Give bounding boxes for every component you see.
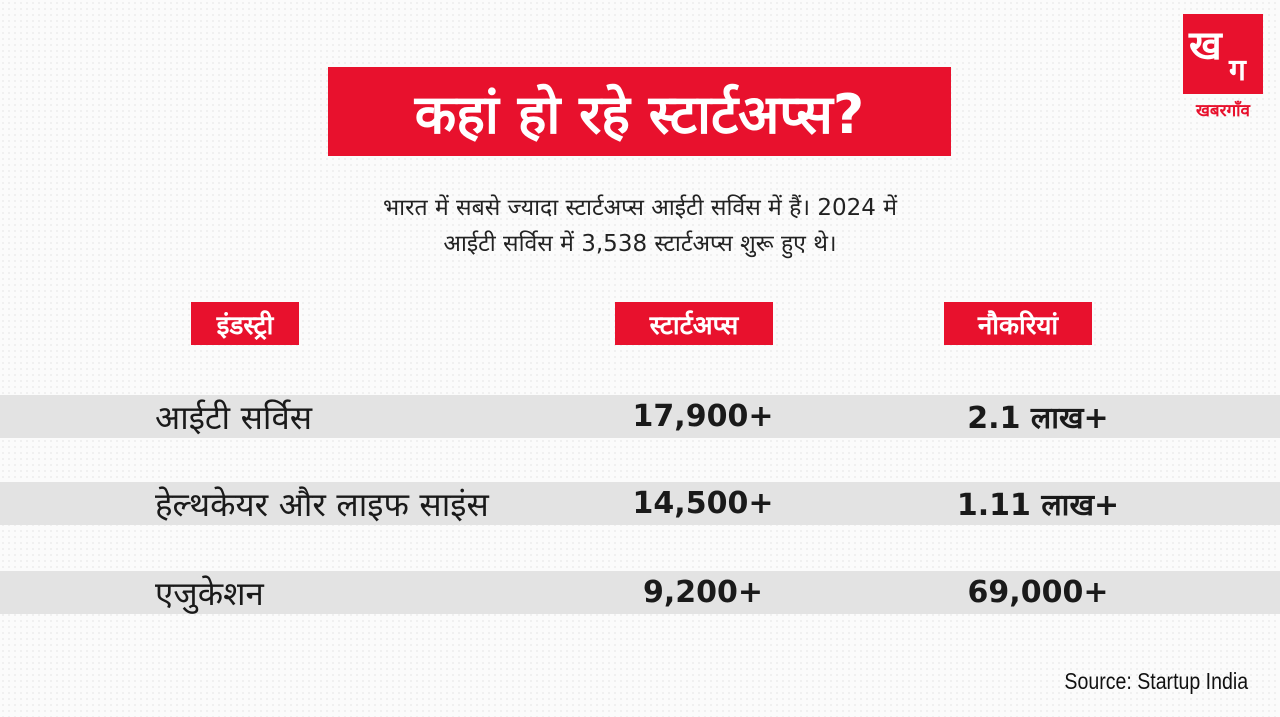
table-cell: आईटी सर्विस (155, 398, 313, 437)
column-header: इंडस्ट्री (191, 302, 299, 345)
column-header: स्टार्टअप्स (615, 302, 773, 345)
subtitle-line: आईटी सर्विस में 3,538 स्टार्टअप्स शुरू ह… (443, 231, 837, 257)
table-cell: 1.11 लाख+ (956, 488, 1120, 523)
source: Source: Startup India (1064, 668, 1248, 694)
subtitle-line: भारत में सबसे ज्यादा स्टार्टअप्स आईटी सर… (383, 195, 897, 221)
table-cell: 17,900+ (632, 399, 774, 434)
row-band (0, 395, 1280, 438)
column-header: नौकरियां (944, 302, 1092, 345)
table-cell: एजुकेशन (155, 574, 264, 613)
row-band (0, 482, 1280, 525)
table-cell: 69,000+ (967, 575, 1109, 610)
logo-letter: ख (1189, 23, 1222, 69)
logo: ख ग (1183, 14, 1263, 94)
logo-text: खबरगाँव (1196, 101, 1250, 121)
table-cell: हेल्थकेयर और लाइफ साइंस (155, 485, 489, 524)
logo-letter: ग (1229, 53, 1246, 88)
title: कहां हो रहे स्टार्टअप्स? (328, 67, 951, 156)
table-cell: 2.1 लाख+ (967, 401, 1109, 436)
table-cell: 9,200+ (642, 575, 764, 610)
table-cell: 14,500+ (632, 486, 774, 521)
row-band (0, 571, 1280, 614)
